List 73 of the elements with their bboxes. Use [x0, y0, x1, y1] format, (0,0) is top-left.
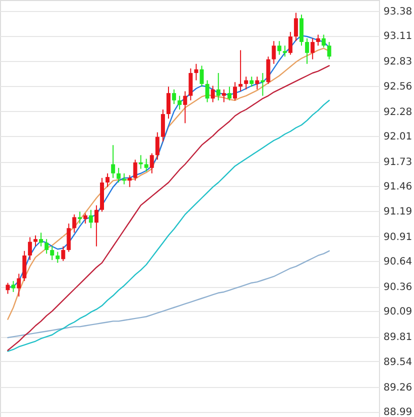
y-tick-label: 90.91 — [384, 232, 412, 243]
y-tick-label: 92.56 — [384, 81, 412, 92]
candlestick — [111, 144, 116, 178]
candlestick — [188, 68, 193, 101]
candlestick — [282, 45, 287, 58]
candlestick — [194, 63, 198, 81]
y-tick-label: 92.83 — [384, 56, 412, 68]
candlestick — [78, 211, 82, 224]
candlestick — [255, 76, 260, 90]
candlestick — [172, 88, 176, 105]
y-tick-label: 93.38 — [384, 6, 412, 18]
y-tick-label: 90.64 — [384, 256, 412, 268]
candlestick — [244, 76, 248, 90]
candlestick — [222, 88, 226, 103]
candlestick — [310, 38, 315, 60]
candlestick — [205, 80, 210, 103]
candlestick — [28, 236, 32, 261]
candlestick — [33, 234, 38, 247]
candlestick — [272, 40, 276, 64]
candlestick — [305, 38, 310, 64]
line-series — [7, 250, 330, 338]
candlestick — [250, 76, 254, 88]
candlestick — [322, 34, 326, 48]
candlestick — [83, 213, 88, 224]
candlestick — [216, 72, 220, 101]
candlestick — [316, 34, 320, 46]
y-tick-label: 90.09 — [384, 306, 412, 318]
candlestick — [61, 246, 66, 262]
y-tick-label: 92.01 — [384, 131, 412, 142]
candlestick — [16, 273, 21, 298]
candlestick — [183, 90, 188, 124]
candlestick — [133, 159, 138, 182]
candlestick — [22, 250, 26, 282]
y-tick-label: 91.19 — [384, 206, 412, 218]
y-tick-label: 89.26 — [384, 382, 412, 394]
candlestick — [150, 152, 154, 174]
candlestick — [50, 246, 54, 261]
candlestick — [166, 86, 170, 120]
candlestick — [6, 282, 10, 294]
candlestick — [106, 172, 110, 188]
y-tick-label: 88.99 — [384, 407, 412, 417]
y-tick-label: 91.46 — [384, 182, 412, 193]
candlestick — [88, 209, 93, 229]
candlestick — [155, 132, 160, 160]
candlestick — [266, 56, 270, 84]
candlestick — [327, 41, 332, 60]
candlestick — [39, 232, 44, 247]
y-tick-label: 89.54 — [384, 356, 412, 368]
candlestick — [72, 214, 76, 234]
candlestick — [277, 40, 282, 56]
y-tick-label: 91.73 — [384, 157, 412, 168]
candlestick — [300, 14, 304, 46]
candlestick — [294, 12, 298, 42]
candlestick — [227, 86, 232, 101]
candlestick — [200, 65, 204, 88]
candlestick — [233, 82, 237, 101]
candlestick — [94, 204, 98, 247]
candlestick — [128, 174, 132, 188]
candlestick — [178, 95, 182, 110]
candlestick — [210, 85, 215, 103]
candlestick — [56, 251, 60, 264]
y-tick-label: 92.28 — [384, 106, 412, 118]
candlestick — [288, 31, 292, 56]
candlestick — [238, 50, 243, 92]
candlestick — [144, 158, 148, 172]
candlestick — [160, 108, 165, 142]
candlestick — [116, 167, 121, 183]
y-tick-label: 93.11 — [384, 31, 412, 42]
y-tick-label: 90.36 — [384, 282, 412, 294]
candlestick — [44, 238, 49, 254]
y-tick-label: 89.81 — [384, 332, 412, 344]
candlestick — [66, 223, 71, 252]
candlestick — [11, 280, 16, 292]
